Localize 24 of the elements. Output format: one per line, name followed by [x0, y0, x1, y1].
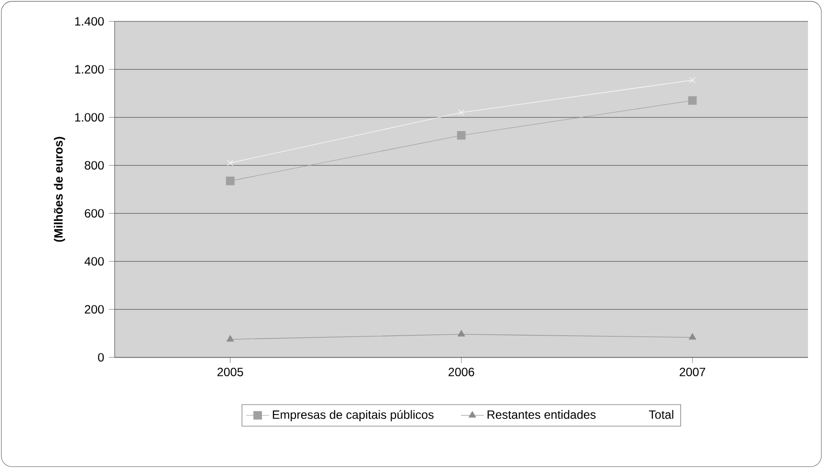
x-tick-label: 2007 [680, 368, 706, 376]
x-tick-label: 2005 [217, 368, 244, 376]
point [226, 335, 234, 342]
y-tick-label: 0 [98, 353, 104, 362]
point [457, 131, 466, 140]
y-tick-label: 200 [84, 305, 104, 314]
x-tick-label: 2006 [448, 368, 474, 376]
legend-label: Restantes entidades [488, 410, 596, 419]
y-tick-label: 1.000 [75, 113, 104, 122]
legend-label: Empresas de capitais públicos [272, 410, 434, 422]
y-axis-title: (Milhões de euros) [54, 136, 66, 242]
y-tick-label: 1.400 [75, 17, 104, 26]
y-tick-label: 800 [84, 161, 104, 170]
point [458, 109, 464, 116]
point [688, 333, 696, 340]
point [226, 176, 234, 186]
point [227, 160, 234, 166]
y-tick-label: 600 [84, 209, 104, 218]
point [688, 96, 697, 105]
y-tick-label: 400 [84, 257, 104, 266]
y-tick-label: 1.200 [75, 65, 104, 74]
point [458, 330, 466, 337]
point [689, 77, 696, 84]
text: Total [648, 410, 674, 419]
